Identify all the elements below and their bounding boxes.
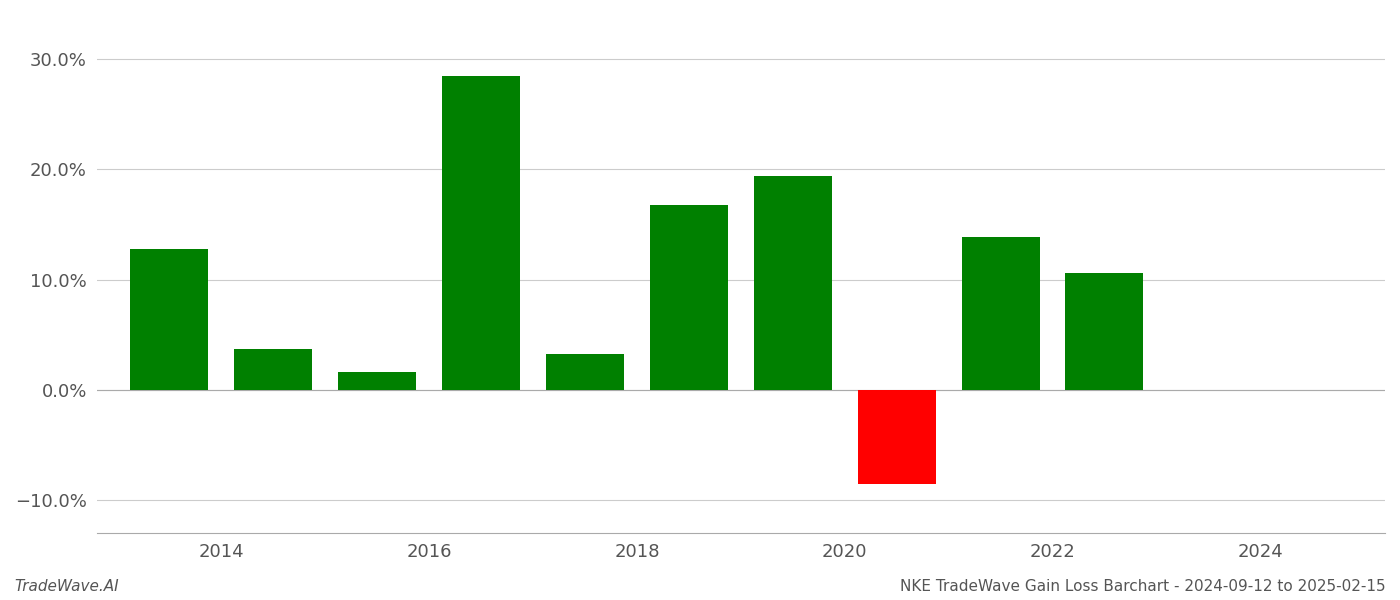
- Bar: [130, 249, 209, 390]
- Bar: [339, 372, 416, 390]
- Text: NKE TradeWave Gain Loss Barchart - 2024-09-12 to 2025-02-15: NKE TradeWave Gain Loss Barchart - 2024-…: [900, 579, 1386, 594]
- Bar: [753, 176, 832, 390]
- Text: TradeWave.AI: TradeWave.AI: [14, 579, 119, 594]
- Bar: [546, 353, 624, 390]
- Bar: [234, 349, 312, 390]
- Bar: [650, 205, 728, 390]
- Bar: [858, 390, 935, 484]
- Bar: [442, 76, 519, 390]
- Bar: [1065, 273, 1144, 390]
- Bar: [962, 236, 1040, 390]
